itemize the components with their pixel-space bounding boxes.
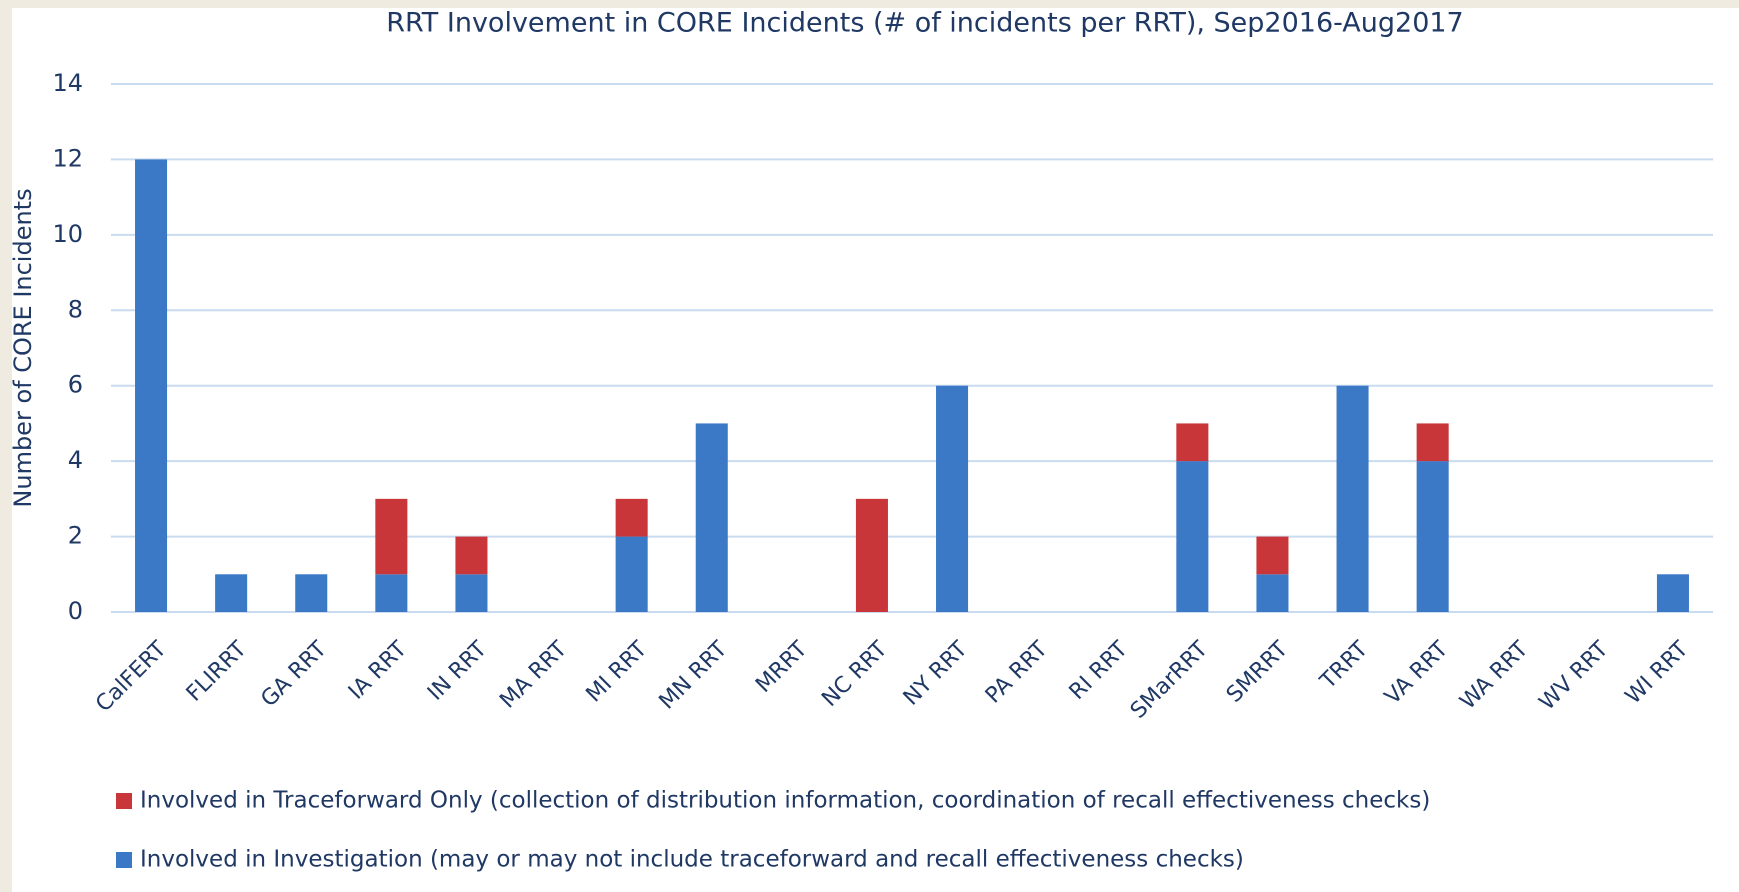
bar-segment — [1416, 461, 1449, 612]
legend-label: Involved in Traceforward Only (collectio… — [140, 788, 1430, 814]
bar-segment — [615, 536, 648, 612]
bar-segment — [1176, 461, 1209, 612]
bar-segment — [295, 574, 328, 612]
y-tick-label: 4 — [68, 446, 83, 474]
y-tick-label: 2 — [68, 522, 83, 550]
y-axis-label: Number of CORE Incidents — [9, 188, 37, 507]
bar-segment — [375, 574, 408, 612]
y-tick-label: 14 — [52, 69, 83, 97]
y-tick-label: 12 — [52, 144, 83, 172]
y-tick-label: 10 — [52, 220, 83, 248]
bar-segment — [936, 385, 969, 612]
legend-swatch — [116, 852, 132, 868]
bar-segment — [1176, 423, 1209, 462]
bar-segment — [1256, 536, 1289, 575]
bar-segment — [135, 159, 168, 612]
y-tick-label: 8 — [68, 295, 83, 323]
bar-segment — [215, 574, 248, 612]
y-tick-label: 6 — [68, 371, 83, 399]
chart-background — [12, 8, 1739, 892]
bar-segment — [1336, 385, 1369, 612]
chart-title: RRT Involvement in CORE Incidents (# of … — [386, 8, 1463, 39]
bar-segment — [375, 498, 408, 575]
legend-swatch — [116, 793, 132, 809]
bar-segment — [855, 498, 888, 612]
bar-segment — [455, 574, 488, 612]
legend-label: Involved in Investigation (may or may no… — [140, 847, 1244, 873]
bar-segment — [615, 498, 648, 537]
y-tick-label: 0 — [68, 597, 83, 625]
bar-segment — [1656, 574, 1689, 612]
bar-segment — [695, 423, 728, 612]
bar-segment — [1416, 423, 1449, 462]
bar-segment — [1256, 574, 1289, 612]
bar-segment — [455, 536, 488, 575]
